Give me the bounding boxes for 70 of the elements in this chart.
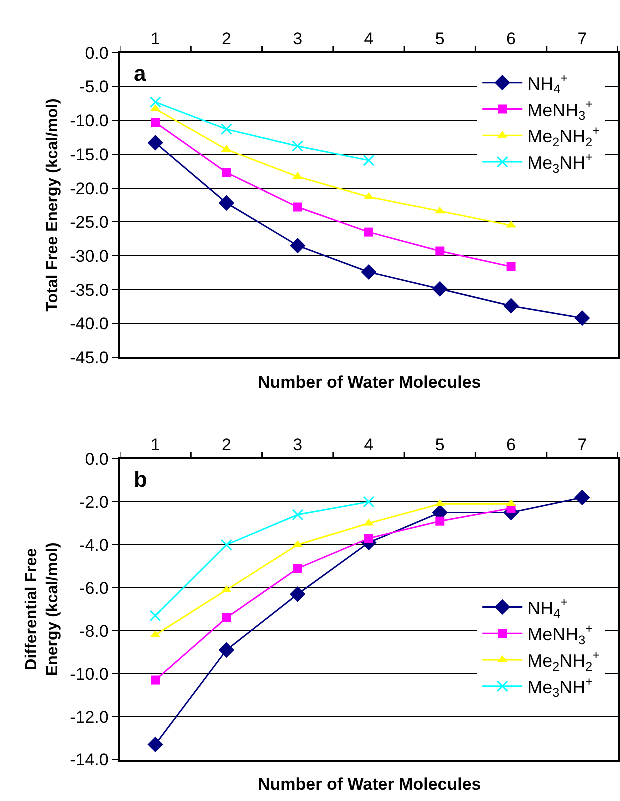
point bbox=[503, 298, 520, 314]
point bbox=[364, 534, 374, 544]
y-axis-title: Differential Free Energy (kcal/mol) bbox=[24, 542, 62, 676]
legend-label: Me$_{3}$NH$^{+}$ bbox=[528, 150, 593, 176]
legend-label: Me$_{3}$NH$^{+}$ bbox=[528, 674, 593, 700]
y-tick-label: 0.0 bbox=[85, 450, 109, 470]
point bbox=[436, 246, 445, 256]
x-tick-label: 7 bbox=[578, 436, 588, 455]
y-tick-label: -8.0 bbox=[80, 622, 109, 641]
x-tick-label: 1 bbox=[150, 29, 160, 48]
y-tick-label: -30.0 bbox=[70, 246, 109, 266]
point bbox=[218, 642, 235, 658]
y-tick-label: -4.0 bbox=[80, 536, 109, 555]
point bbox=[222, 614, 232, 623]
annotation: a bbox=[134, 61, 147, 86]
point bbox=[363, 154, 375, 166]
point bbox=[574, 310, 590, 326]
annotation: b bbox=[134, 467, 148, 492]
point bbox=[148, 135, 164, 151]
point bbox=[290, 238, 306, 254]
point bbox=[220, 124, 232, 136]
x-tick-label: 6 bbox=[506, 436, 516, 455]
point bbox=[363, 496, 375, 508]
point bbox=[432, 281, 448, 297]
x-tick-label: 2 bbox=[222, 436, 232, 455]
x-tick-label: 5 bbox=[435, 29, 445, 48]
y-tick-label: -2.0 bbox=[80, 492, 109, 512]
x-axis-title: Number of Water Molecules bbox=[258, 775, 482, 794]
point bbox=[506, 262, 516, 272]
point bbox=[293, 202, 302, 212]
y-tick-label: -6.0 bbox=[80, 578, 109, 598]
point bbox=[148, 736, 164, 753]
point bbox=[220, 539, 232, 551]
point bbox=[151, 118, 160, 128]
point bbox=[151, 676, 160, 685]
y-axis-title: Total Free Energy (kcal/mol) bbox=[44, 98, 62, 312]
x-tick-label: 1 bbox=[150, 436, 160, 455]
point bbox=[150, 610, 162, 622]
y-tick-label: -10.0 bbox=[70, 664, 109, 684]
x-tick-label: 4 bbox=[364, 29, 374, 48]
y-tick-label: -15.0 bbox=[70, 145, 109, 164]
x-tick-label: 3 bbox=[293, 29, 303, 48]
y-tick-label: -40.0 bbox=[70, 314, 109, 334]
point bbox=[361, 264, 377, 280]
point bbox=[364, 228, 374, 237]
y-tick-label: -14.0 bbox=[70, 750, 109, 770]
point bbox=[293, 564, 302, 574]
point bbox=[218, 195, 235, 212]
x-tick-label: 5 bbox=[435, 436, 445, 455]
point bbox=[436, 516, 445, 526]
y-tick-label: -20.0 bbox=[70, 179, 109, 198]
y-tick-label: -25.0 bbox=[70, 213, 109, 232]
point bbox=[574, 490, 590, 506]
y-tick-label: -45.0 bbox=[70, 348, 109, 368]
point bbox=[290, 586, 306, 602]
x-tick-label: 6 bbox=[506, 29, 516, 48]
y-tick-label: 0.0 bbox=[85, 44, 109, 63]
x-tick-label: 2 bbox=[222, 29, 232, 48]
x-axis-title: Number of Water Molecules bbox=[258, 373, 482, 392]
x-tick-label: 4 bbox=[364, 436, 374, 455]
y-tick-label: -35.0 bbox=[70, 280, 109, 300]
point bbox=[292, 140, 304, 152]
point bbox=[150, 96, 162, 108]
x-tick-label: 7 bbox=[578, 29, 588, 48]
point bbox=[222, 168, 232, 178]
y-tick-label: -5.0 bbox=[80, 78, 109, 97]
point bbox=[292, 509, 304, 521]
x-tick-label: 3 bbox=[293, 436, 303, 455]
y-tick-label: -10.0 bbox=[70, 112, 109, 131]
y-tick-label: -12.0 bbox=[70, 708, 109, 727]
